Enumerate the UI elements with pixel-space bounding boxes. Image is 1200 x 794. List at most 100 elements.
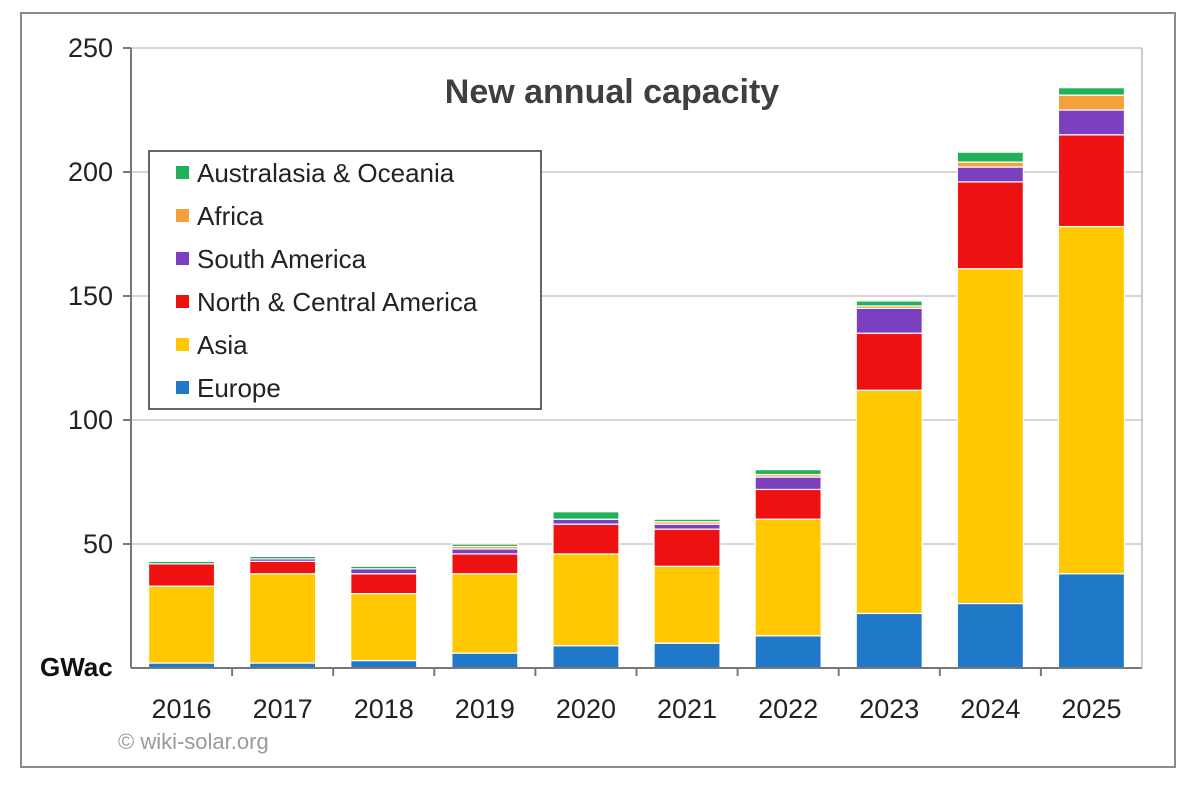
legend-label: South America — [197, 244, 367, 274]
bar-segment-2020-australasia-oceania — [552, 511, 620, 520]
bar-segment-2024-australasia-oceania — [956, 151, 1024, 163]
bar-stack-2018 — [350, 565, 418, 669]
x-tick-label-2020: 2020 — [556, 694, 616, 724]
bar-segment-2019-south-america — [451, 548, 519, 555]
legend-swatch — [176, 295, 189, 308]
legend-item-africa: Africa — [176, 201, 264, 231]
bar-stack-2021 — [653, 518, 721, 669]
bar-segment-2025-north-central-america — [1057, 134, 1126, 228]
bar-segment-2022-north-central-america — [754, 488, 822, 520]
y-tick-label-100: 100 — [68, 405, 113, 435]
legend-label: Australasia & Oceania — [197, 158, 455, 188]
y-tick-label-200: 200 — [68, 157, 113, 187]
bar-stack-2023 — [855, 300, 923, 669]
bar-segment-2024-south-america — [956, 166, 1024, 183]
bar-stack-2017 — [249, 555, 317, 669]
legend-label: Africa — [197, 201, 264, 231]
bar-segment-2017-north-central-america — [249, 560, 317, 575]
bar-segment-2019-asia — [451, 573, 519, 654]
legend-swatch — [176, 209, 189, 222]
x-tick-label-2018: 2018 — [354, 694, 414, 724]
legend-swatch — [176, 381, 189, 394]
y-tick-label-150: 150 — [68, 281, 113, 311]
bar-segment-2017-asia — [249, 573, 317, 664]
chart-title: New annual capacity — [445, 73, 780, 111]
bar-segment-2022-asia — [754, 518, 822, 637]
legend-item-australasia-oceania: Australasia & Oceania — [176, 158, 455, 188]
bar-segment-2022-south-america — [754, 476, 822, 491]
bar-segment-2023-south-america — [855, 307, 923, 334]
bar-segment-2021-europe — [653, 642, 721, 669]
bar-stack-2022 — [754, 469, 822, 669]
bar-segment-2024-africa — [956, 161, 1024, 168]
bar-segment-2020-asia — [552, 553, 620, 647]
legend-label: North & Central America — [197, 287, 478, 317]
legend-item-europe: Europe — [176, 373, 281, 403]
legend-item-south-america: South America — [176, 244, 367, 274]
bar-segment-2017-australasia-oceania — [249, 555, 317, 560]
bar-segment-2016-north-central-america — [147, 563, 216, 587]
bar-segment-2016-asia — [147, 585, 216, 664]
y-tick-label-50: 50 — [83, 529, 113, 559]
bar-segment-2024-asia — [956, 268, 1024, 605]
bar-segment-2020-north-central-america — [552, 523, 620, 555]
bar-segment-2023-north-central-america — [855, 332, 923, 391]
legend-swatch — [176, 338, 189, 351]
bar-segment-2024-north-central-america — [956, 181, 1024, 270]
y-axis-ticks: 50 100 150 200 250 — [68, 33, 131, 559]
bar-segment-2023-europe — [855, 612, 923, 669]
x-tick-label-2025: 2025 — [1061, 694, 1121, 724]
bar-segment-2025-europe — [1057, 573, 1126, 669]
x-tick-label-2017: 2017 — [253, 694, 313, 724]
bar-segment-2025-south-america — [1057, 109, 1126, 136]
bar-segment-2018-north-central-america — [350, 573, 418, 595]
legend-item-asia: Asia — [176, 330, 248, 360]
bar-segment-2025-asia — [1057, 225, 1126, 575]
legend-label: Europe — [197, 373, 281, 403]
bar-segment-2021-asia — [653, 565, 721, 644]
bar-segment-2018-australasia-oceania — [350, 565, 418, 570]
credit-text: © wiki-solar.org — [118, 729, 269, 754]
bar-segment-2020-europe — [552, 645, 620, 669]
bar-stack-2024 — [956, 151, 1024, 669]
legend: Australasia & Oceania Africa South America… — [148, 150, 542, 410]
bar-segment-2018-south-america — [350, 568, 418, 575]
bar-segment-2024-europe — [956, 602, 1024, 669]
legend-swatch — [176, 252, 189, 265]
bar-segment-2019-australasia-oceania — [451, 543, 519, 548]
x-tick-label-2019: 2019 — [455, 694, 515, 724]
legend-swatch — [176, 166, 189, 179]
bar-segment-2019-europe — [451, 652, 519, 669]
y-axis-unit-label: GWac — [40, 652, 113, 682]
bar-segment-2022-australasia-oceania — [754, 469, 822, 476]
bar-segment-2023-australasia-oceania — [855, 300, 923, 307]
bars — [147, 87, 1126, 669]
bar-segment-2020-south-america — [552, 518, 620, 525]
bar-stack-2016 — [147, 560, 216, 669]
bar-segment-2021-north-central-america — [653, 528, 721, 567]
legend-item-north-central-america: North & Central America — [176, 287, 478, 317]
x-tick-label-2024: 2024 — [960, 694, 1020, 724]
legend-box — [148, 150, 542, 410]
bar-segment-2025-africa — [1057, 94, 1126, 111]
x-tick-label-2021: 2021 — [657, 694, 717, 724]
x-tick-label-2016: 2016 — [152, 694, 212, 724]
bar-segment-2023-asia — [855, 389, 923, 615]
legend-label: Asia — [197, 330, 248, 360]
bar-stack-2020 — [552, 511, 620, 669]
bar-stack-2019 — [451, 543, 519, 669]
bar-segment-2019-north-central-america — [451, 553, 519, 575]
bar-segment-2021-south-america — [653, 523, 721, 530]
bar-segment-2016-australasia-oceania — [147, 560, 216, 565]
x-axis-ticks: 2016 2017 2018 2019 2020 2021 2022 2023 2024 2025 — [152, 668, 1121, 724]
bar-segment-2025-australasia-oceania — [1057, 87, 1126, 96]
bar-segment-2021-australasia-oceania — [653, 518, 721, 523]
y-tick-label-250: 250 — [68, 33, 113, 63]
bar-segment-2018-asia — [350, 592, 418, 662]
bar-segment-2018-europe — [350, 659, 418, 669]
x-tick-label-2023: 2023 — [859, 694, 919, 724]
bar-segment-2022-europe — [754, 635, 822, 669]
bar-stack-2025 — [1057, 87, 1126, 669]
x-tick-label-2022: 2022 — [758, 694, 818, 724]
